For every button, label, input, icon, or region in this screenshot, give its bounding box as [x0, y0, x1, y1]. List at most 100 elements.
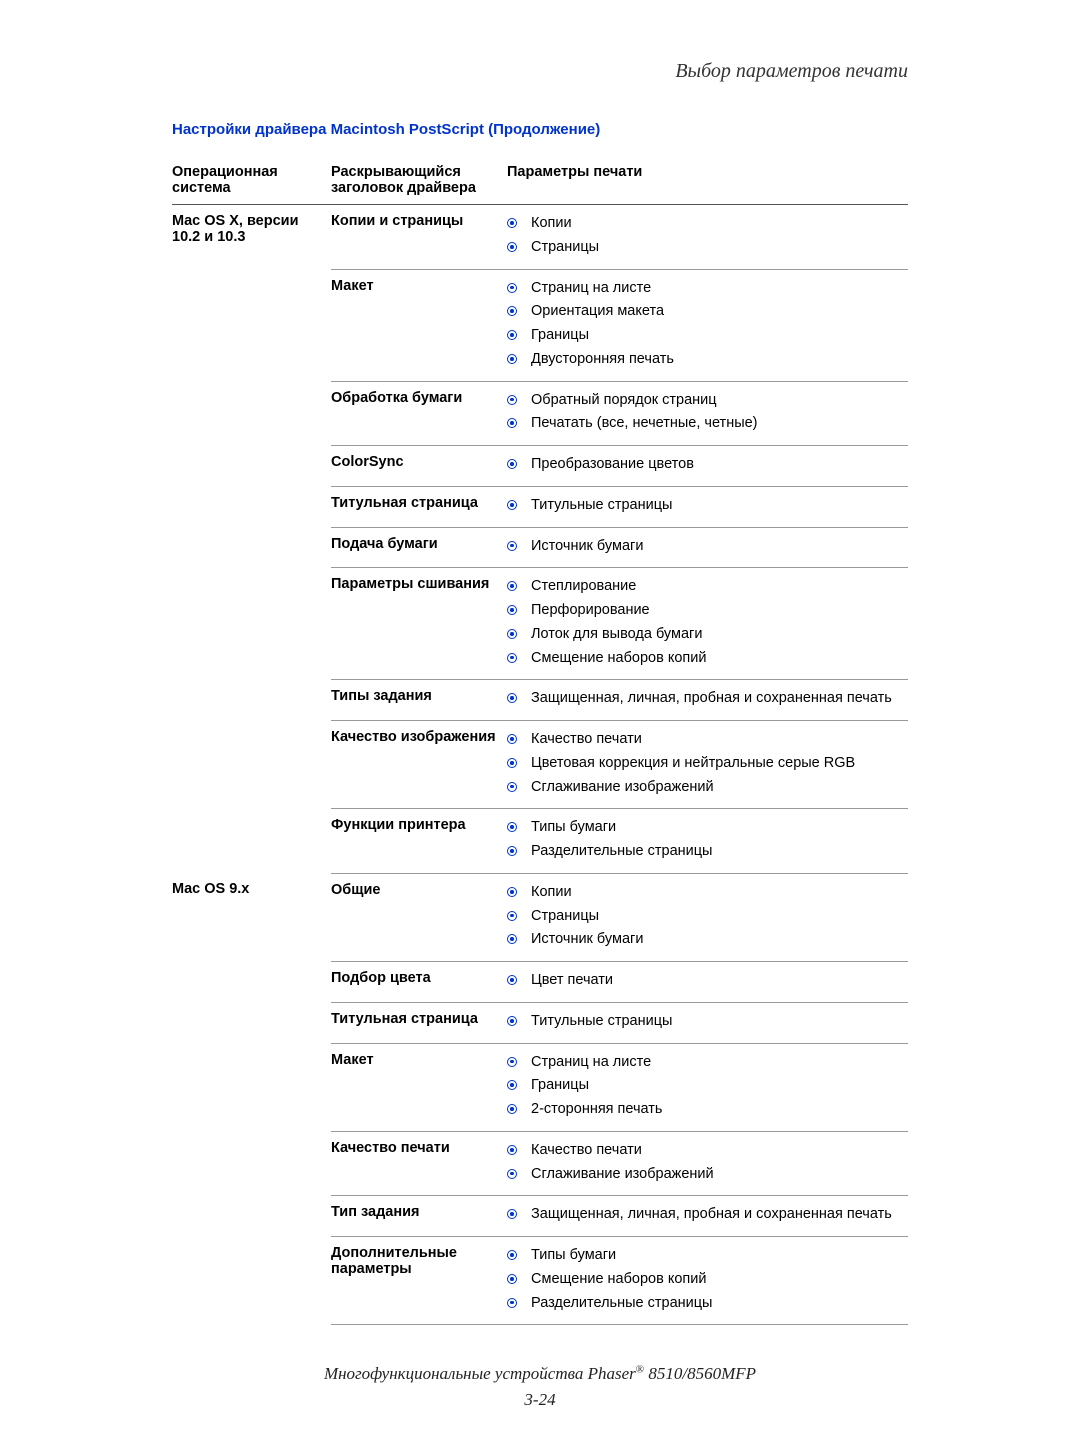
param-item: Копии — [507, 882, 902, 904]
page-footer: Многофункциональные устройства Phaser® 8… — [172, 1361, 908, 1412]
param-item: Защищенная, личная, пробная и сохраненна… — [507, 1204, 902, 1226]
param-item: Источник бумаги — [507, 929, 902, 951]
table-header-row: Операционная система Раскрывающийся заго… — [172, 156, 908, 205]
os-cell: Mac OS 9.x — [172, 873, 331, 1325]
driver-header-cell: Обработка бумаги — [331, 381, 507, 446]
param-item: Источник бумаги — [507, 536, 902, 558]
param-item: Лоток для вывода бумаги — [507, 624, 902, 646]
param-list: КопииСтраницыИсточник бумаги — [507, 882, 902, 951]
params-cell: Страниц на листеГраницы2-сторонняя печат… — [507, 1043, 908, 1131]
param-item: Типы бумаги — [507, 1245, 902, 1267]
driver-header-cell: Качество изображения — [331, 721, 507, 809]
param-item: Титульные страницы — [507, 1011, 902, 1033]
param-list: КопииСтраницы — [507, 213, 902, 259]
param-item: Двусторонняя печать — [507, 349, 902, 371]
param-list: Цвет печати — [507, 970, 902, 992]
driver-settings-table: Операционная система Раскрывающийся заго… — [172, 156, 908, 1325]
param-item: Качество печати — [507, 1140, 902, 1162]
driver-header-cell: Копии и страницы — [331, 205, 507, 270]
param-item: Страницы — [507, 237, 902, 259]
param-list: Преобразование цветов — [507, 454, 902, 476]
param-item: Типы бумаги — [507, 817, 902, 839]
param-item: Смещение наборов копий — [507, 648, 902, 670]
param-item: Степлирование — [507, 576, 902, 598]
param-item: Копии — [507, 213, 902, 235]
param-list: Титульные страницы — [507, 1011, 902, 1033]
params-cell: Преобразование цветов — [507, 446, 908, 487]
params-cell: Типы бумагиСмещение наборов копийРаздели… — [507, 1237, 908, 1325]
chapter-title: Выбор параметров печати — [172, 60, 908, 83]
param-item: Цветовая коррекция и нейтральные серые R… — [507, 753, 902, 775]
params-cell: Источник бумаги — [507, 527, 908, 568]
param-item: 2-сторонняя печать — [507, 1099, 902, 1121]
params-cell: Качество печатиСглаживание изображений — [507, 1131, 908, 1196]
param-item: Перфорирование — [507, 600, 902, 622]
driver-header-cell: Подача бумаги — [331, 527, 507, 568]
params-cell: СтеплированиеПерфорированиеЛоток для выв… — [507, 568, 908, 680]
driver-header-cell: Параметры сшивания — [331, 568, 507, 680]
param-list: Типы бумагиСмещение наборов копийРаздели… — [507, 1245, 902, 1314]
col-header-os: Операционная система — [172, 156, 331, 205]
params-cell: КопииСтраницыИсточник бумаги — [507, 873, 908, 961]
params-cell: Защищенная, личная, пробная и сохраненна… — [507, 1196, 908, 1237]
params-cell: Качество печатиЦветовая коррекция и нейт… — [507, 721, 908, 809]
driver-header-cell: ColorSync — [331, 446, 507, 487]
param-item: Границы — [507, 1075, 902, 1097]
param-item: Страницы — [507, 906, 902, 928]
param-list: Защищенная, личная, пробная и сохраненна… — [507, 1204, 902, 1226]
params-cell: Цвет печати — [507, 962, 908, 1003]
footer-page-number: 3-24 — [524, 1390, 555, 1409]
param-item: Преобразование цветов — [507, 454, 902, 476]
param-item: Границы — [507, 325, 902, 347]
param-list: Защищенная, личная, пробная и сохраненна… — [507, 688, 902, 710]
driver-header-cell: Тип задания — [331, 1196, 507, 1237]
param-item: Разделительные страницы — [507, 841, 902, 863]
param-item: Цвет печати — [507, 970, 902, 992]
param-item: Титульные страницы — [507, 495, 902, 517]
params-cell: Титульные страницы — [507, 486, 908, 527]
driver-header-cell: Дополнительные параметры — [331, 1237, 507, 1325]
param-item: Страниц на листе — [507, 1052, 902, 1074]
params-cell: Страниц на листеОриентация макетаГраницы… — [507, 269, 908, 381]
os-cell: Mac OS X, версии 10.2 и 10.3 — [172, 205, 331, 874]
driver-header-cell: Макет — [331, 1043, 507, 1131]
driver-header-cell: Подбор цвета — [331, 962, 507, 1003]
param-list: Страниц на листеГраницы2-сторонняя печат… — [507, 1052, 902, 1121]
param-list: Качество печатиЦветовая коррекция и нейт… — [507, 729, 902, 798]
col-header-params: Параметры печати — [507, 156, 908, 205]
params-cell: Обратный порядок страницПечатать (все, н… — [507, 381, 908, 446]
param-item: Разделительные страницы — [507, 1293, 902, 1315]
params-cell: Титульные страницы — [507, 1002, 908, 1043]
driver-header-cell: Типы задания — [331, 680, 507, 721]
driver-header-cell: Титульная страница — [331, 1002, 507, 1043]
param-item: Сглаживание изображений — [507, 777, 902, 799]
driver-header-cell: Качество печати — [331, 1131, 507, 1196]
driver-header-cell: Титульная страница — [331, 486, 507, 527]
param-list: Источник бумаги — [507, 536, 902, 558]
param-item: Ориентация макета — [507, 301, 902, 323]
param-list: Обратный порядок страницПечатать (все, н… — [507, 390, 902, 436]
param-item: Смещение наборов копий — [507, 1269, 902, 1291]
driver-header-cell: Макет — [331, 269, 507, 381]
driver-header-cell: Общие — [331, 873, 507, 961]
driver-header-cell: Функции принтера — [331, 809, 507, 874]
registered-mark: ® — [636, 1364, 644, 1376]
param-item: Страниц на листе — [507, 278, 902, 300]
param-item: Печатать (все, нечетные, четные) — [507, 413, 902, 435]
param-list: Титульные страницы — [507, 495, 902, 517]
table-row: Mac OS X, версии 10.2 и 10.3Копии и стра… — [172, 205, 908, 270]
param-item: Качество печати — [507, 729, 902, 751]
section-title: Настройки драйвера Macintosh PostScript … — [172, 121, 908, 138]
param-item: Сглаживание изображений — [507, 1164, 902, 1186]
param-list: Страниц на листеОриентация макетаГраницы… — [507, 278, 902, 371]
param-list: Типы бумагиРазделительные страницы — [507, 817, 902, 863]
param-item: Обратный порядок страниц — [507, 390, 902, 412]
col-header-driver: Раскрывающийся заголовок драйвера — [331, 156, 507, 205]
param-list: СтеплированиеПерфорированиеЛоток для выв… — [507, 576, 902, 669]
footer-product-pre: Многофункциональные устройства Phaser — [324, 1364, 636, 1383]
footer-product-post: 8510/8560MFP — [644, 1364, 756, 1383]
param-item: Защищенная, личная, пробная и сохраненна… — [507, 688, 902, 710]
params-cell: Защищенная, личная, пробная и сохраненна… — [507, 680, 908, 721]
params-cell: КопииСтраницы — [507, 205, 908, 270]
page: Выбор параметров печати Настройки драйве… — [0, 0, 1080, 1452]
